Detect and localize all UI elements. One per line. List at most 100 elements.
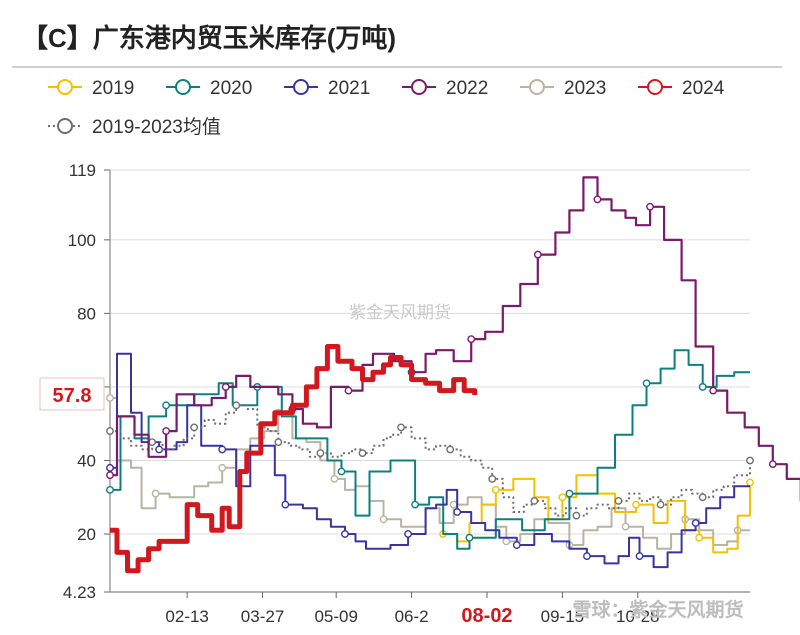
series-marker: [344, 386, 353, 395]
series-marker: [558, 493, 567, 502]
legend-swatch-marker: [411, 79, 427, 95]
series-marker: [106, 471, 114, 480]
legend-item-2023: 2023: [520, 78, 606, 99]
series-line-2024: [110, 344, 478, 574]
series-marker: [190, 423, 199, 432]
legend-swatch-marker: [647, 79, 663, 95]
series-marker: [512, 541, 521, 549]
legend-label: 2023: [564, 78, 606, 99]
legend-item-2019-2023均值: 2019-2023均值: [48, 116, 221, 138]
series-marker: [151, 489, 160, 498]
series-marker: [330, 474, 339, 483]
series-marker: [593, 195, 602, 204]
series-marker: [106, 485, 114, 494]
series-marker: [691, 519, 700, 527]
series-marker: [746, 478, 754, 487]
series-marker: [614, 497, 623, 505]
legend-label: 2019: [92, 78, 134, 99]
value-labels: 57.8: [39, 377, 105, 411]
series-marker: [162, 427, 171, 435]
series-marker: [218, 463, 227, 472]
series-marker: [635, 552, 644, 560]
series-marker: [379, 515, 388, 524]
legend-item-2019: 2019: [48, 78, 134, 99]
series-marker: [530, 497, 539, 505]
series-marker: [632, 500, 640, 509]
series-marker: [621, 522, 630, 531]
legend-label: 2020: [210, 78, 252, 99]
legend-item-2022: 2022: [402, 78, 488, 99]
series-marker: [642, 379, 651, 388]
x-tick-label: 10-28: [616, 607, 659, 626]
y-tick-label: 100: [68, 231, 96, 250]
axes: 4.23 20 40 80 100 119 02-13 03-27 05-09 06-2 08-02…: [63, 161, 750, 627]
y-tick-label: 119: [69, 161, 96, 180]
series-marker: [533, 250, 542, 259]
y-tick-label: 20: [77, 525, 96, 544]
series-marker: [274, 438, 283, 446]
latest-value-box: [39, 377, 105, 411]
series-marker: [465, 533, 474, 542]
legend-label: 2022: [446, 78, 488, 99]
legend-swatch-marker: [175, 79, 191, 95]
chart-title: 【C】广东港内贸玉米库存(万吨): [22, 23, 397, 53]
legend-item-2021: 2021: [284, 78, 370, 99]
series-marker: [488, 474, 497, 483]
series-marker: [698, 383, 707, 391]
series-marker: [453, 508, 462, 516]
x-tick-label: 05-09: [314, 607, 357, 626]
title-divider: [12, 66, 782, 68]
series-line-2020: [110, 349, 750, 550]
y-tick-label: 40: [77, 451, 96, 470]
x-tick-label: 09-15: [541, 607, 584, 626]
gridlines: [110, 169, 750, 535]
x-tick-label: 08-02: [461, 605, 512, 627]
series-marker: [695, 533, 704, 542]
series-marker: [449, 500, 458, 509]
series-marker: [491, 485, 500, 494]
series-marker: [106, 427, 114, 435]
series-marker: [397, 423, 405, 432]
series-marker: [232, 401, 241, 410]
legend-swatch-marker: [529, 79, 545, 95]
series-marker: [337, 467, 346, 476]
series-marker: [502, 537, 511, 546]
series-marker: [221, 383, 230, 391]
series-line-2019-2023均值: [110, 404, 751, 517]
series-marker: [316, 449, 325, 458]
series-marker: [698, 493, 707, 502]
legend: 2019 2020 2021 2022 2023 2024 2019-2023均值: [48, 78, 725, 138]
series-marker: [467, 335, 476, 344]
series-marker: [155, 445, 163, 454]
x-tick-label: 03-27: [241, 607, 284, 626]
series-marker: [404, 530, 412, 538]
series-lines: [106, 176, 800, 574]
series-marker: [656, 500, 665, 509]
series-marker: [583, 552, 591, 560]
series-marker: [106, 394, 114, 402]
legend-item-2020: 2020: [166, 78, 252, 99]
legend-item-2024: 2024: [638, 78, 725, 99]
series-marker: [446, 445, 455, 454]
series-marker: [768, 460, 777, 469]
series-line-2021: [110, 352, 750, 569]
series-marker: [106, 463, 114, 472]
y-tick-label: 80: [77, 304, 96, 323]
x-tick-label: 06-2: [395, 607, 429, 626]
series-marker: [565, 489, 574, 498]
series-marker: [281, 500, 290, 509]
legend-label: 2019-2023均值: [92, 116, 221, 138]
y-tick-label: 4.23: [63, 583, 96, 602]
series-marker: [358, 449, 367, 458]
series-line-2022: [110, 176, 800, 502]
brand-watermark: 雪球：紫金天风期货: [572, 598, 743, 621]
series-marker: [162, 401, 171, 410]
series-marker: [148, 438, 156, 446]
legend-swatch-marker: [57, 118, 73, 134]
series-marker: [218, 445, 227, 454]
series-marker: [646, 202, 654, 211]
series-marker: [341, 530, 349, 538]
series-marker: [746, 456, 754, 465]
watermark-text: 紫金天风期货: [349, 303, 451, 322]
